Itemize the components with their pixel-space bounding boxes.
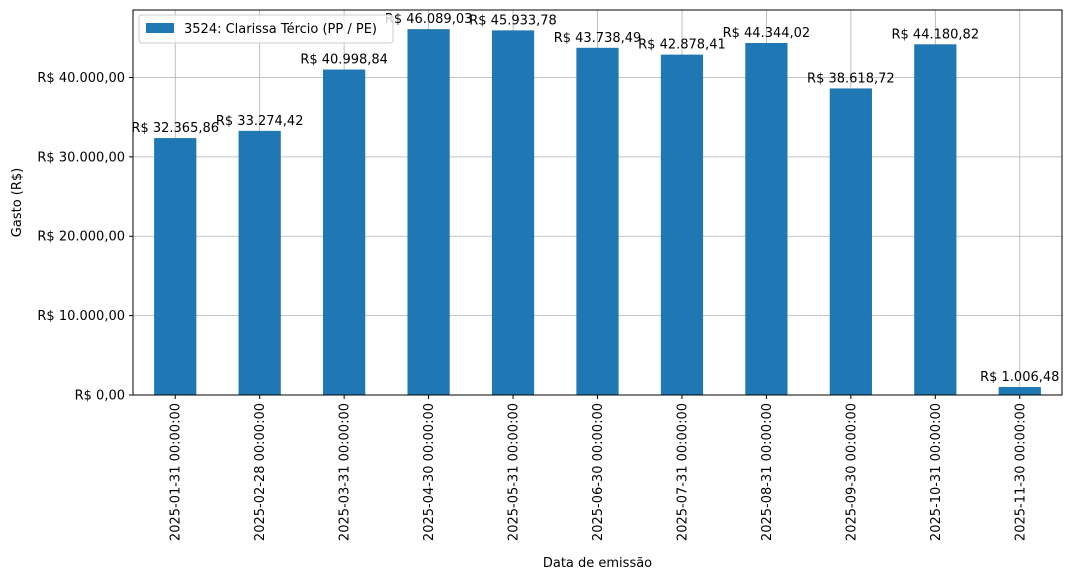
bar-value-label: R$ 44.180,82 [892, 27, 980, 42]
bar-value-label: R$ 32.365,86 [131, 121, 219, 136]
bar [491, 30, 535, 395]
bar-value-label: R$ 40.998,84 [300, 53, 388, 68]
bar [998, 387, 1041, 395]
x-tick-label: 2025-02-28 00:00:00 [253, 403, 268, 541]
x-tick-label: 2025-05-31 00:00:00 [507, 403, 522, 541]
x-tick-label: 2025-09-30 00:00:00 [844, 403, 859, 541]
bar-value-label: R$ 1.006,48 [980, 370, 1059, 385]
bar-value-label: R$ 45.933,78 [469, 13, 557, 28]
x-tick-label: 2025-07-31 00:00:00 [675, 403, 690, 541]
bar-value-label: R$ 42.878,41 [638, 38, 726, 53]
bar-value-label: R$ 46.089,03 [385, 12, 473, 27]
y-tick-label: R$ 10.000,00 [37, 309, 125, 324]
bar [323, 69, 366, 395]
bar-value-label: R$ 38.618,72 [807, 71, 895, 86]
y-axis-label: Gasto (R$) [10, 168, 25, 237]
bar-value-label: R$ 43.738,49 [554, 31, 642, 46]
bar [745, 42, 788, 395]
legend-entry: 3524: Clarissa Tércio (PP / PE) [184, 22, 377, 37]
y-tick-label: R$ 0,00 [75, 389, 125, 404]
bar [914, 44, 957, 395]
x-tick-label: 2025-01-31 00:00:00 [169, 403, 184, 541]
legend-swatch [146, 23, 174, 33]
bar-value-label: R$ 44.344,02 [723, 26, 811, 41]
x-axis-label: Data de emissão [543, 556, 652, 571]
y-tick-label: R$ 40.000,00 [37, 71, 125, 86]
bar [407, 29, 450, 395]
x-tick-label: 2025-06-30 00:00:00 [591, 403, 606, 541]
x-tick-label: 2025-03-31 00:00:00 [338, 403, 353, 541]
x-tick-label: 2025-04-30 00:00:00 [422, 403, 437, 541]
bars [154, 29, 1041, 396]
y-tick-label: R$ 30.000,00 [37, 150, 125, 165]
x-ticks: 2025-01-31 00:00:00 2025-02-28 00:00:00 20… [169, 395, 1028, 541]
x-tick-label: 2025-11-30 00:00:00 [1013, 403, 1028, 541]
data-labels: R$ 32.365,86R$ 33.274,42 R$ 40.998,84 R$ 4… [131, 12, 1059, 385]
legend-box [138, 14, 394, 44]
bar-value-label: R$ 33.274,42 [216, 114, 304, 129]
bar [154, 138, 197, 395]
bar [238, 130, 281, 395]
x-tick-label: 2025-08-31 00:00:00 [760, 403, 775, 541]
bar [660, 54, 704, 395]
y-tick-label: R$ 20.000,00 [37, 230, 125, 245]
bar [829, 88, 872, 395]
y-ticks: R$ 0,00 R$ 10.000,00 R$ 20.000,00 R$ 30.000… [37, 71, 133, 404]
x-tick-label: 2025-10-31 00:00:00 [929, 403, 944, 541]
legend: 3524: Clarissa Tércio (PP / PE) [138, 14, 394, 44]
bar [576, 47, 619, 396]
